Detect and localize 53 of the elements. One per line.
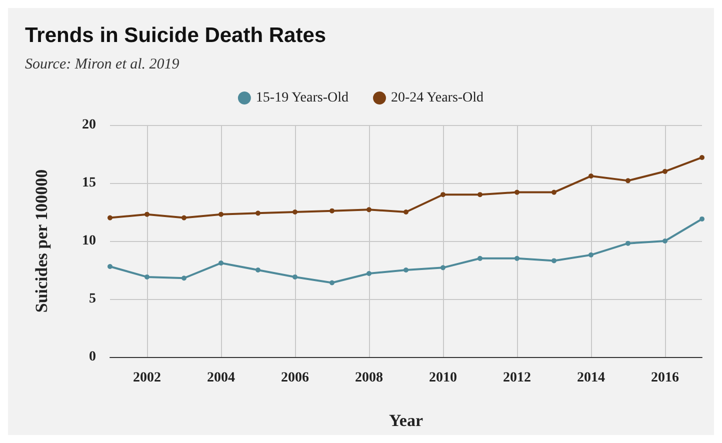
point [588,174,594,179]
x-tick-label: 2002 [133,370,161,386]
x-tick-label: 2014 [577,370,605,386]
point [218,260,224,266]
point [662,238,668,244]
point [626,178,630,184]
point [514,190,520,195]
point [182,276,186,281]
point [588,252,594,258]
point [108,215,112,220]
point [366,207,372,212]
point [182,215,186,220]
x-tick-label: 2012 [503,370,531,386]
point [292,210,298,214]
point [256,210,260,216]
point [478,192,482,198]
y-tick-label: 0 [89,350,96,364]
point [514,256,520,261]
y-axis-title: Suicides per 100000 [32,169,51,313]
y-tick-label: 15 [82,176,96,190]
point [108,264,112,270]
point [700,216,704,222]
point [292,274,298,280]
point [440,192,446,198]
x-tick-label: 2008 [355,370,383,386]
point [440,265,446,270]
point [662,168,668,174]
x-tick-label: 2006 [281,370,309,386]
y-tick-label: 5 [89,292,96,306]
point [478,256,482,261]
y-tick-label: 10 [82,234,96,248]
chart-subtitle: Source: Miron et al. 2019 [25,56,180,72]
point [144,274,150,280]
point [144,212,150,217]
point [330,280,334,286]
point [330,208,334,214]
point [552,258,556,264]
point [218,212,224,217]
legend-label: 15-19 Years-Old [256,90,348,106]
x-tick-label: 2016 [651,370,679,386]
x-tick-label: 2010 [429,370,457,386]
y-tick-label: 20 [82,118,96,132]
legend-label: 20-24 Years-Old [391,90,484,106]
point [256,268,260,272]
point [626,240,630,246]
x-axis-title: Year [389,411,424,430]
chart-title: Trends in Suicide Death Rates [25,24,326,47]
x-tick-label: 2004 [207,370,235,386]
point [366,270,372,276]
point [700,154,704,160]
point [404,268,408,272]
point [404,210,408,214]
point [552,190,556,195]
